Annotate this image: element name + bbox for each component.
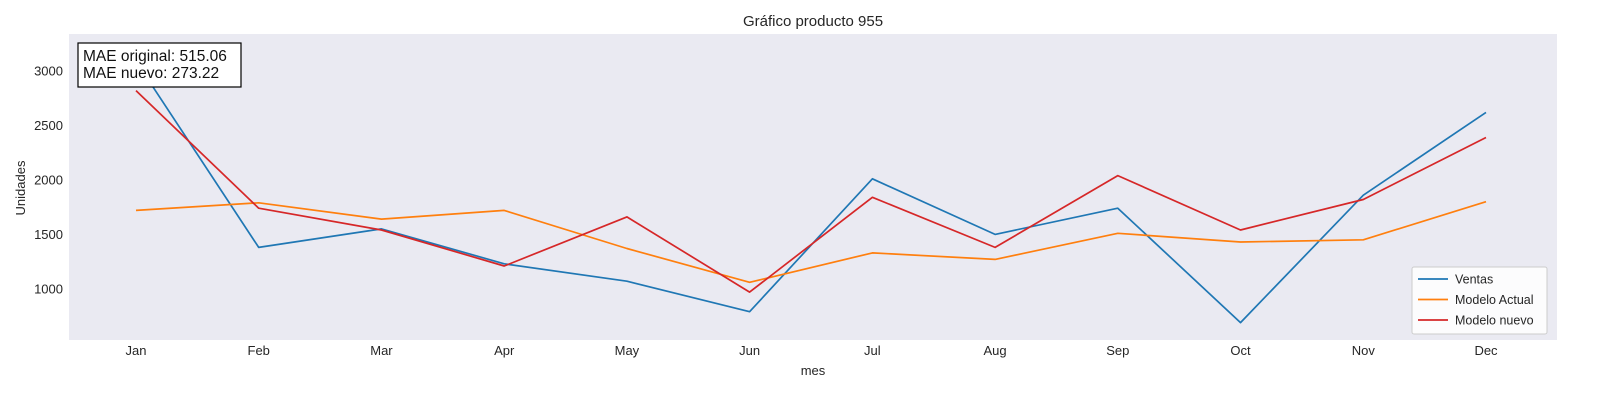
series-line-modelo-nuevo xyxy=(135,89,1487,293)
x-tick-label: Oct xyxy=(1230,343,1251,358)
x-tick-label: Aug xyxy=(984,343,1007,358)
y-tick-label: 3000 xyxy=(34,64,63,79)
x-axis-label: mes xyxy=(801,363,826,378)
annotation-box xyxy=(77,42,242,88)
x-tick-label: Jan xyxy=(126,343,147,358)
x-tick-label: Jul xyxy=(864,343,881,358)
series-lines xyxy=(135,60,1487,324)
x-tick-label: May xyxy=(615,343,640,358)
plot-area xyxy=(69,34,1557,340)
x-tick-label: Jun xyxy=(739,343,760,358)
x-tick-label: Feb xyxy=(248,343,270,358)
chart-title: Gráfico producto 955 xyxy=(743,13,883,30)
x-tick-label: Dec xyxy=(1474,343,1498,358)
legend-frame xyxy=(1411,266,1548,335)
axis-ticks: Jan Feb Mar Apr May Jun Jul Aug Sep Oct Nov Dec 1000… xyxy=(34,64,1498,358)
legend-label: Modelo Actual xyxy=(1455,293,1534,307)
legend: Ventas Modelo Actual Modelo nuevo xyxy=(1411,266,1548,335)
legend-label: Ventas xyxy=(1455,273,1493,287)
legend-label: Modelo nuevo xyxy=(1455,314,1534,328)
x-tick-label: Apr xyxy=(494,343,515,358)
y-tick-label: 2500 xyxy=(34,118,63,133)
x-tick-label: Mar xyxy=(370,343,393,358)
x-tick-label: Nov xyxy=(1352,343,1376,358)
y-axis-label: Unidades xyxy=(13,160,28,215)
y-tick-label: 2000 xyxy=(34,172,63,187)
y-tick-label: 1500 xyxy=(34,227,63,242)
x-tick-label: Sep xyxy=(1106,343,1129,358)
y-tick-label: 1000 xyxy=(34,281,63,296)
annotation-text: MAE original: 515.06 xyxy=(83,48,227,65)
series-line-modelo-actual xyxy=(135,200,1487,284)
annotation-text: MAE nuevo: 273.22 xyxy=(83,65,219,82)
